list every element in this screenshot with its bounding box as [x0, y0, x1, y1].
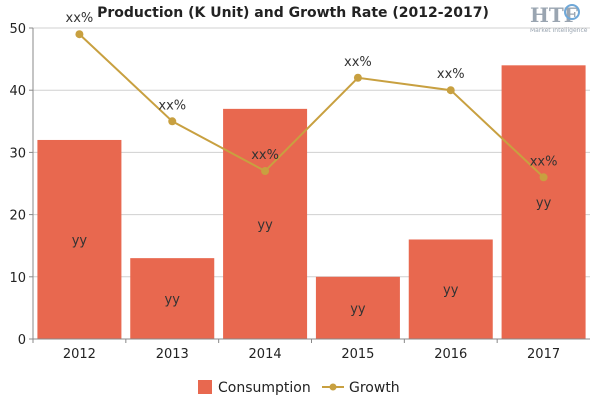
growth-point[interactable] — [261, 167, 270, 176]
y-tick-label: 20 — [9, 209, 26, 224]
growth-data-label: xx% — [437, 67, 465, 82]
bars — [37, 65, 586, 339]
logo-subtext: Market Intelligence — [530, 27, 588, 34]
growth-data-label: xx% — [251, 148, 279, 163]
bar-consumption[interactable] — [37, 139, 122, 339]
legend-consumption-label[interactable]: Consumption — [218, 380, 311, 396]
axes: 0 10 20 30 40 50 2012 2013 2014 2015 2016 2017 — [9, 22, 590, 362]
x-tick-label: 2013 — [156, 347, 189, 362]
growth-point[interactable] — [353, 73, 362, 82]
bar-consumption[interactable] — [408, 239, 493, 339]
logo-text: HTF — [530, 3, 578, 27]
legend-consumption-swatch — [198, 380, 212, 394]
bar-consumption[interactable] — [501, 65, 586, 339]
growth-line-path — [78, 33, 545, 179]
growth-point[interactable] — [75, 30, 84, 39]
y-tick-label: 0 — [18, 333, 26, 348]
growth-data-label: xx% — [66, 11, 94, 26]
legend-growth-label[interactable]: Growth — [349, 380, 400, 396]
bar-data-label: yy — [257, 218, 273, 233]
bar-consumption[interactable] — [130, 258, 215, 339]
x-tick-label: 2017 — [527, 347, 560, 362]
bar-data-label: yy — [443, 283, 459, 298]
growth-point[interactable] — [446, 86, 455, 95]
y-tick-label: 40 — [9, 84, 26, 99]
y-tick-label: 30 — [9, 146, 26, 161]
x-tick-label: 2012 — [63, 347, 96, 362]
x-tick-label: 2016 — [434, 347, 467, 362]
data-labels: yy yy yy yy yy yy xx% xx% xx% xx% xx% xx% — [66, 11, 558, 317]
growth-point[interactable] — [539, 173, 548, 182]
legend: Consumption Growth — [198, 380, 400, 396]
growth-line — [75, 30, 548, 182]
bar-consumption[interactable] — [223, 108, 308, 339]
y-tick-label: 10 — [9, 271, 26, 286]
bar-data-label: yy — [72, 233, 88, 248]
x-tick-label: 2014 — [249, 347, 282, 362]
legend-growth-marker — [329, 383, 337, 391]
chart-title: Production (K Unit) and Growth Rate (201… — [97, 5, 489, 21]
logo: HTF Market Intelligence — [530, 3, 588, 34]
growth-data-label: xx% — [530, 154, 558, 169]
bar-data-label: yy — [350, 302, 366, 317]
globe-icon — [564, 4, 580, 20]
x-tick-label: 2015 — [341, 347, 374, 362]
bar-data-label: yy — [165, 293, 181, 308]
bar-consumption[interactable] — [315, 276, 400, 339]
y-tick-label: 50 — [9, 22, 26, 37]
growth-data-label: xx% — [344, 55, 372, 70]
growth-point[interactable] — [168, 117, 177, 126]
bar-data-label: yy — [536, 196, 552, 211]
growth-data-label: xx% — [158, 98, 186, 113]
